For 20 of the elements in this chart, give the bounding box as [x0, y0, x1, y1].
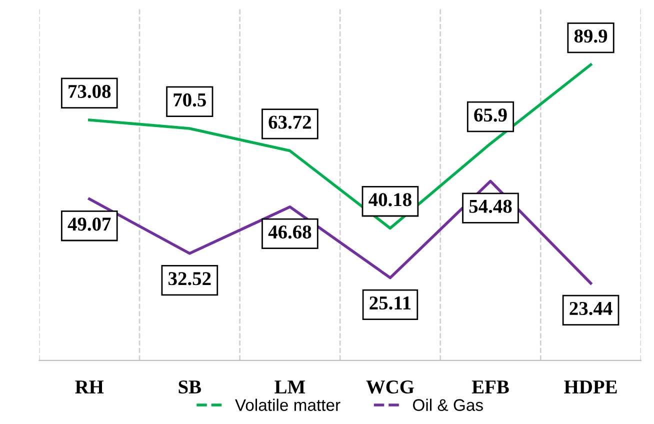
data-label: 49.07 — [68, 218, 111, 231]
data-label: 65.9 — [474, 108, 507, 122]
data-label: 63.72 — [268, 116, 311, 129]
x-tick-label: SB — [178, 380, 202, 394]
data-label: 46.68 — [268, 225, 312, 239]
data-label: 40.18 — [368, 193, 412, 206]
x-tick-label: EFB — [472, 380, 509, 394]
data-label: 70.5 — [174, 93, 206, 107]
x-tick-label: WCG — [366, 380, 414, 394]
data-label: 32.52 — [168, 272, 211, 286]
legend-label: Volatile matter — [235, 398, 340, 411]
x-tick-label: LM — [274, 380, 306, 394]
data-label: 89.9 — [574, 30, 608, 43]
data-label: 25.11 — [370, 296, 411, 310]
x-tick-label: HDPE — [564, 380, 617, 394]
data-label: 23.44 — [570, 302, 612, 316]
data-label: 54.48 — [469, 200, 512, 214]
data-label: 73.08 — [68, 84, 111, 98]
legend-label: Oil & Gas — [413, 398, 483, 411]
x-tick-label: RH — [75, 380, 104, 394]
